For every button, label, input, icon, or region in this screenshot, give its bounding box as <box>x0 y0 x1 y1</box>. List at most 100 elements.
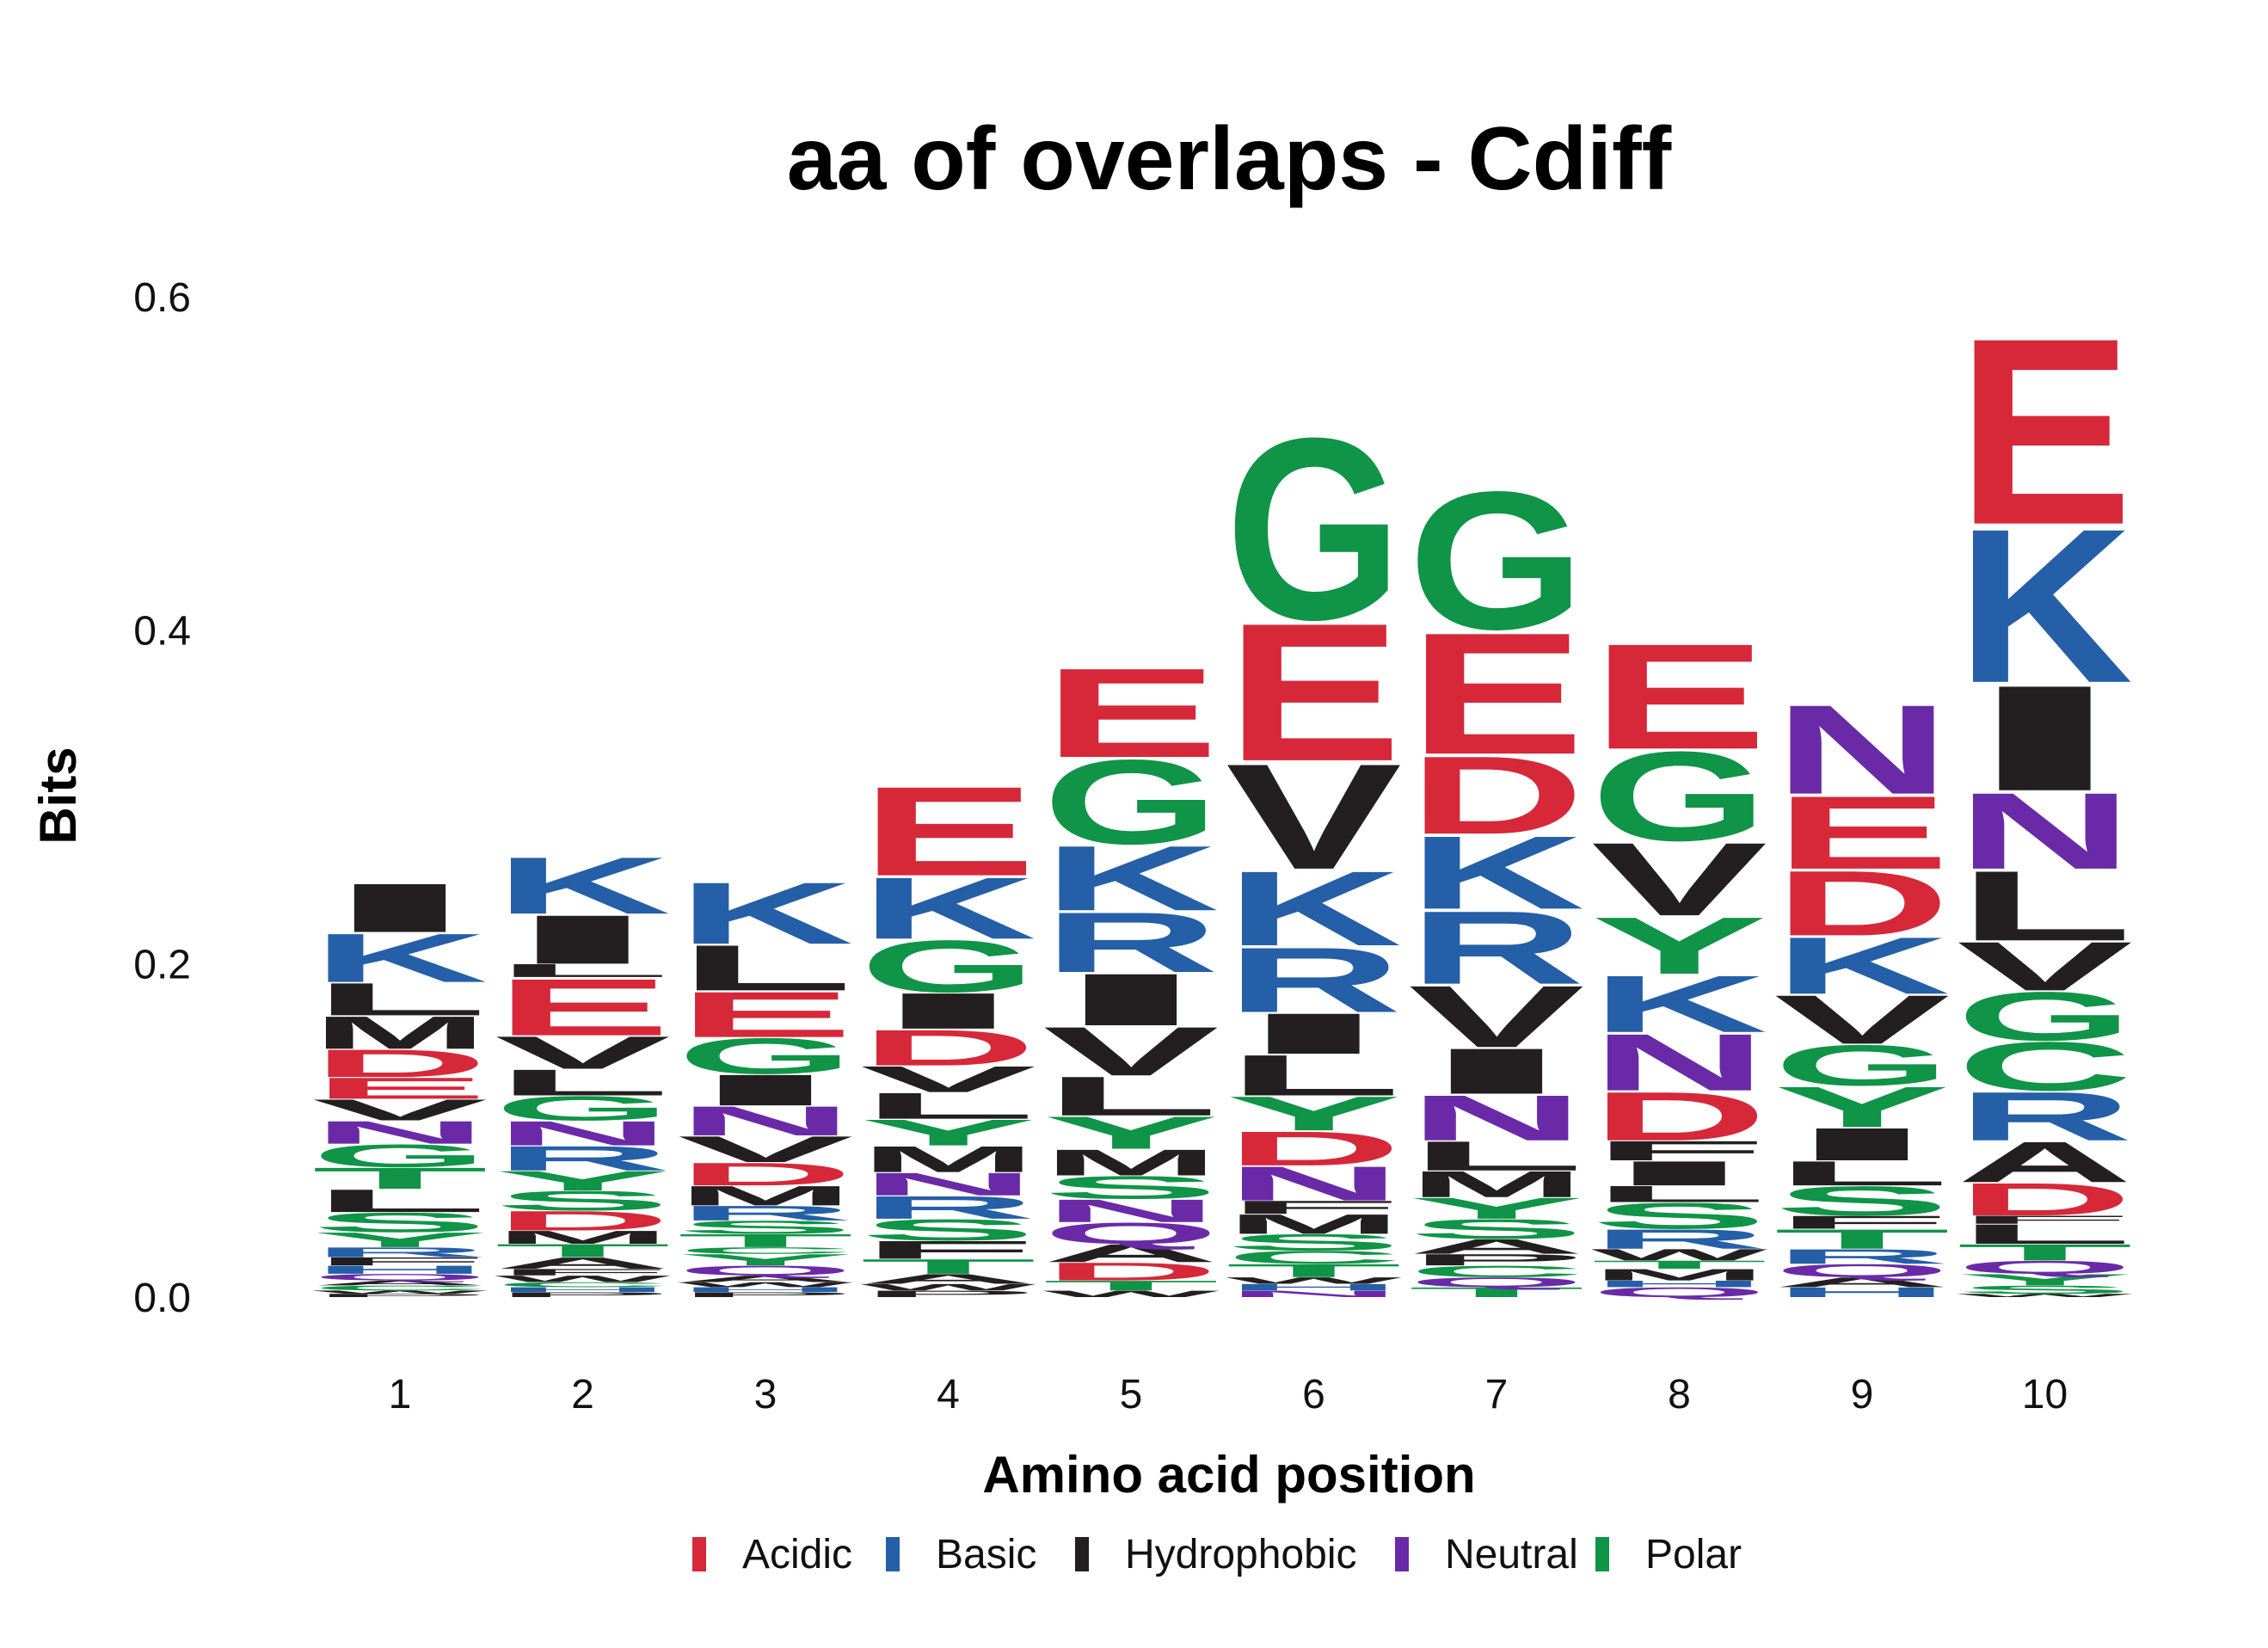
logo-letter-l: L <box>1957 851 2133 962</box>
y-axis-ticks: 0.0 0.2 0.4 0.6 <box>133 275 191 1321</box>
logo-letter-s: S <box>678 1217 854 1238</box>
logo-letter-p: P <box>678 1291 854 1299</box>
logo-letter-q: Q <box>1409 1275 1585 1290</box>
logo-letter-l: L <box>678 932 854 1004</box>
logo-letter-y: Y <box>1957 1270 2133 1288</box>
logo-letter-a: A <box>1043 1239 1220 1267</box>
logo-letter-i: I <box>678 1066 854 1115</box>
logo-letter-q: Q <box>1774 1260 1951 1281</box>
logo-letter-e: E <box>678 979 854 1051</box>
logo-letter-n: N <box>1957 770 2133 892</box>
logo-letter-k: K <box>1957 483 2133 729</box>
logo-letter-l: L <box>312 1183 489 1219</box>
logo-letter-w: W <box>678 1281 854 1288</box>
logo-letter-w: W <box>1957 1293 2133 1298</box>
legend-swatch <box>1395 1537 1409 1571</box>
logo-letter-m: M <box>312 1007 489 1059</box>
logo-letter-r: R <box>1226 929 1402 1032</box>
x-tick-label: 7 <box>1485 1372 1509 1417</box>
logo-letter-p: P <box>495 1291 671 1299</box>
logo-letter-a: A <box>1957 1129 2133 1194</box>
logo-letter-t: T <box>1957 1239 2133 1265</box>
logo-letter-m: M <box>1591 1266 1767 1284</box>
logo-letter-y: Y <box>495 1165 671 1196</box>
logo-letter-l: L <box>860 1085 1036 1127</box>
logo-letter-n: N <box>1043 1193 1220 1229</box>
logo-letter-v: V <box>495 1027 671 1079</box>
logo-letter-d: D <box>495 1205 671 1236</box>
legend: Acidic Basic Hydrophobic Neutral Polar <box>692 1532 1742 1577</box>
logo-letter-c: C <box>312 1284 489 1292</box>
logo-letter-t: T <box>1774 1224 1951 1255</box>
logo-letter-l: L <box>1957 1219 2133 1250</box>
logo-letter-k: K <box>860 859 1036 957</box>
logo-letter-n: N <box>495 1114 671 1153</box>
logo-letter-p: P <box>312 1293 489 1298</box>
logo-letter-l: L <box>312 974 489 1025</box>
logo-letter-g: G <box>678 1028 854 1085</box>
logo-letter-t: T <box>312 1161 489 1195</box>
logo-letter-s: S <box>1774 1178 1951 1224</box>
logo-letter-n: N <box>1226 1288 1402 1299</box>
logo-letter-k: K <box>495 840 671 931</box>
logo-letter-e: E <box>1226 583 1402 802</box>
logo-letter-g: G <box>495 1089 671 1128</box>
logo-letter-f: F <box>860 1236 1036 1264</box>
logo-letter-e: E <box>1409 597 1585 790</box>
logo-letter-s: S <box>860 1214 1036 1247</box>
logo-letter-q: Q <box>312 1272 489 1282</box>
logo-letter-d: D <box>312 1042 489 1085</box>
y-tick-label: 0.6 <box>133 275 191 321</box>
logo-letter-d: D <box>1409 733 1585 858</box>
logo-letter-n: N <box>860 1166 1036 1202</box>
logo-letter-h: H <box>1226 1282 1402 1293</box>
logo-letter-n: N <box>312 1115 489 1151</box>
logo-letter-q: Q <box>1957 1257 2133 1277</box>
logo-letter-r: R <box>1409 889 1585 1005</box>
logo-letter-v: V <box>860 1059 1036 1100</box>
logo-letter-v: V <box>1043 1012 1220 1090</box>
logo-letter-m: M <box>1409 1164 1585 1205</box>
logo-letter-t: T <box>495 1240 671 1261</box>
logo-letter-c: C <box>1226 1247 1402 1268</box>
logo-letter-k: K <box>1774 920 1951 1011</box>
logo-letter-v: V <box>1226 733 1402 901</box>
x-tick-label: 8 <box>1668 1372 1691 1417</box>
logo-letter-y: Y <box>860 1112 1036 1153</box>
logo-letter-i: I <box>1043 958 1220 1041</box>
logo-letter-f: F <box>1591 1135 1767 1166</box>
x-tick-label: 5 <box>1120 1372 1143 1417</box>
logo-letter-m: M <box>495 1227 671 1248</box>
logo-letter-i: I <box>1226 1001 1402 1066</box>
legend-swatch <box>692 1537 706 1571</box>
logo-letter-m: M <box>678 1180 854 1211</box>
logo-letter-g: G <box>1043 735 1220 870</box>
logo-letter-r: R <box>1043 895 1220 990</box>
logo-letter-q: Q <box>678 1263 854 1278</box>
logo-letter-i: I <box>860 982 1036 1039</box>
logo-letter-r: R <box>1591 1224 1767 1255</box>
logo-letter-t: T <box>678 1230 854 1251</box>
logo-letter-y: Y <box>312 1228 489 1251</box>
logo-letter-m: M <box>860 1139 1036 1180</box>
logo-letter-r: R <box>1774 1245 1951 1268</box>
logo-letter-g: G <box>312 1138 489 1174</box>
legend-swatch <box>1595 1537 1609 1571</box>
logo-letter-c: C <box>1957 1028 2133 1105</box>
logo-letter-i: I <box>495 901 671 978</box>
logo-letter-s: S <box>495 1185 671 1216</box>
legend-label: Acidic <box>742 1532 852 1577</box>
logo-letter-v: V <box>1409 968 1585 1066</box>
logo-letter-p: P <box>860 1288 1036 1299</box>
x-tick-label: 3 <box>754 1372 778 1417</box>
logo-letter-i: I <box>1957 654 2133 822</box>
logo-letter-g: G <box>1957 978 2133 1055</box>
logo-letter-h: H <box>1774 1284 1951 1300</box>
y-tick-label: 0.2 <box>133 942 191 987</box>
logo-letter-t: T <box>1043 1278 1220 1294</box>
logo-letter-h: H <box>312 1264 489 1276</box>
logo-letter-c: C <box>1409 1263 1585 1281</box>
legend-label: Hydrophobic <box>1125 1532 1356 1577</box>
logo-letter-k: K <box>678 864 854 962</box>
